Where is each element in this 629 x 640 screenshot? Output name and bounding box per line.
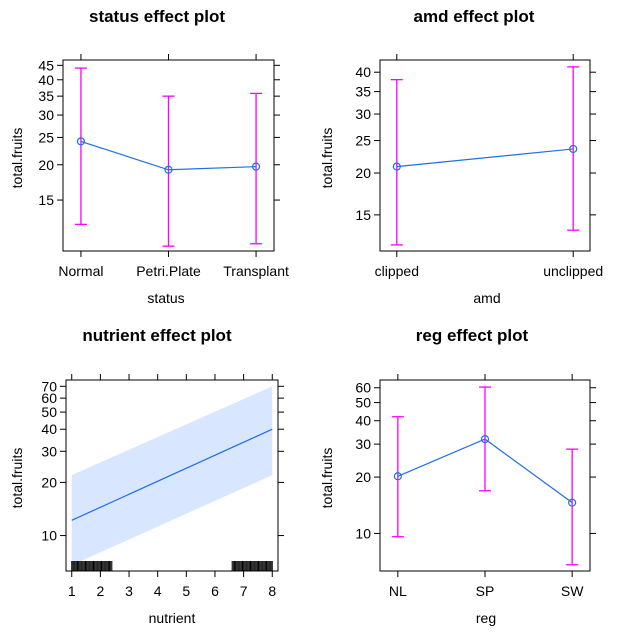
y-tick-label: 40 — [355, 64, 371, 80]
y-tick-label: 10 — [41, 528, 57, 544]
x-tick-label: 3 — [125, 583, 133, 599]
x-tick-label: 7 — [240, 583, 248, 599]
x-tick-label: 6 — [211, 583, 219, 599]
y-tick-label: 30 — [38, 107, 54, 123]
y-tick-label: 20 — [355, 469, 371, 485]
chart-title: amd effect plot — [414, 7, 535, 26]
y-tick-label: 30 — [41, 443, 57, 459]
chart-title: reg effect plot — [416, 326, 529, 345]
y-tick-label: 20 — [355, 165, 371, 181]
y-tick-label: 40 — [355, 413, 371, 429]
x-tick-label: 1 — [68, 583, 76, 599]
y-tick-label: 10 — [355, 525, 371, 541]
y-axis-label: total.fruits — [9, 128, 25, 189]
plot-frame — [65, 379, 279, 572]
y-tick-label: 45 — [38, 57, 54, 73]
panel-reg: reg effect plot reg total.fruits 10 20 30 4… — [319, 326, 596, 626]
x-tick-label: SW — [561, 583, 584, 599]
chart-title: status effect plot — [89, 7, 225, 26]
y-tick-label: 60 — [355, 380, 371, 396]
effect-point — [568, 498, 577, 507]
effect-line — [80, 140, 257, 171]
y-tick-label: 30 — [355, 106, 371, 122]
x-axis-label: reg — [476, 610, 496, 626]
effect-point — [392, 162, 401, 171]
y-tick-label: 15 — [355, 207, 371, 223]
chart-title: nutrient effect plot — [82, 326, 232, 345]
x-tick-label: 4 — [154, 583, 162, 599]
y-tick-label: 25 — [38, 129, 54, 145]
y-tick-label: 50 — [355, 395, 371, 411]
x-tick-label: 8 — [268, 583, 276, 599]
x-tick-label: unclipped — [543, 263, 603, 279]
x-tick-label: NL — [389, 583, 407, 599]
effect-point — [393, 472, 402, 481]
y-tick-label: 70 — [41, 378, 57, 394]
effect-point — [251, 162, 261, 171]
y-tick-label: 35 — [355, 84, 371, 100]
y-tick-label: 20 — [38, 157, 54, 173]
effect-point — [480, 435, 490, 444]
plot-frame — [379, 59, 591, 252]
x-tick-label: SP — [476, 583, 495, 599]
y-tick-label: 25 — [355, 133, 371, 149]
y-tick-label: 60 — [41, 390, 57, 406]
y-axis-label: total.fruits — [9, 448, 25, 509]
fit-line — [71, 428, 273, 521]
y-tick-label: 30 — [355, 436, 371, 452]
x-tick-label: Transplant — [223, 263, 289, 279]
effect-line — [397, 438, 573, 504]
panel-status: status effect plot status total.fruits 1… — [9, 7, 289, 306]
effect-point — [569, 144, 578, 154]
x-tick-label: Petri.Plate — [136, 263, 201, 279]
y-tick-label: 40 — [41, 421, 57, 437]
x-tick-label: 2 — [96, 583, 104, 599]
y-axis-label: total.fruits — [319, 128, 335, 189]
plot-area: 15 20 25 30 35 40 clipped unclipped — [355, 54, 603, 279]
effect-point — [164, 165, 173, 174]
x-tick-label: 5 — [182, 583, 190, 599]
panel-nutrient: nutrient effect plot nutrient total.frui… — [9, 326, 284, 626]
panel-amd: amd effect plot amd total.fruits 15 20 25 3… — [319, 7, 603, 306]
y-tick-label: 50 — [41, 404, 57, 420]
y-tick-label: 15 — [38, 192, 54, 208]
y-tick-label: 40 — [38, 72, 54, 88]
y-tick-label: 20 — [41, 474, 57, 490]
effect-line — [396, 148, 574, 168]
x-axis-label: nutrient — [149, 610, 196, 626]
x-axis-label: status — [147, 290, 184, 306]
x-tick-label: Normal — [58, 263, 103, 279]
y-tick-label: 35 — [38, 88, 54, 104]
x-tick-label: clipped — [375, 263, 419, 279]
y-axis-label: total.fruits — [319, 448, 335, 509]
confidence-band — [71, 386, 273, 566]
x-axis-label: amd — [473, 290, 500, 306]
effect-point — [76, 137, 86, 146]
